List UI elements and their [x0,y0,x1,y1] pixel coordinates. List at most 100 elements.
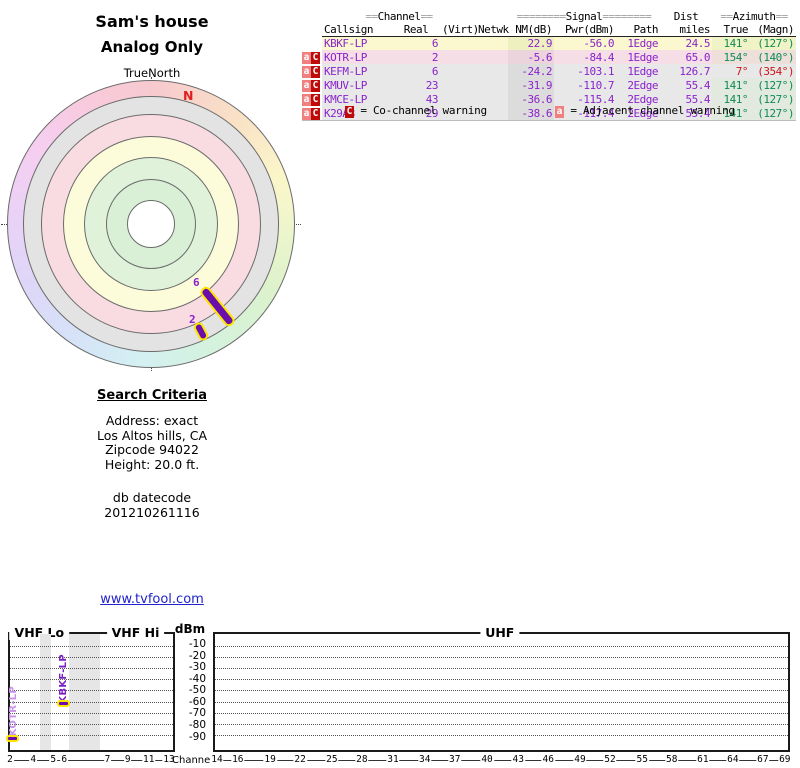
uhf-channel-axis: 14 16 19 22 25 28 31 34 37 40 43 46 49 5… [210,622,792,768]
cell-callsign: KBKF-LP [322,36,392,50]
page-title: Sam's house [95,12,209,31]
site-link-wrap: www.tvfool.com [0,588,304,607]
cell-az-true: 154° [712,50,751,64]
cell-nm: -31.9 [508,78,555,92]
cell-path: 1Edge [616,64,661,78]
cell-nm: -5.6 [508,50,555,64]
cell-miles: 55.4 [660,78,713,92]
cell-netwk [476,78,509,92]
kotr-lp-marker [6,735,19,742]
channel-tick: 43 [511,754,525,766]
cell-nm: -24.2 [508,64,555,78]
adjacent-warning-badge: a [302,80,311,92]
cell-miles: 126.7 [660,64,713,78]
channel-tick: 34 [418,754,432,766]
cell-path: 1Edge [616,36,661,50]
co-channel-warning-badge: C [311,52,320,64]
cell-az-true: 141° [712,92,751,106]
col-header-callsign: Callsign [322,23,392,37]
cell-real: 43 [392,92,440,106]
north-label: N [183,88,194,103]
uhf-panel: UHF [213,625,790,752]
kbkf-lp-label: KBKF-LP [57,654,69,704]
col-header-az-magn: (Magn) [750,23,797,37]
cell-callsign: KMCE-LP [322,92,392,106]
vhf-hi-label: VHF Hi [106,625,165,640]
table-group-header-row: ==Channel== ========Signal======== Dist … [302,10,796,23]
cell-nm: 22.9 [508,36,555,50]
spectrum-gap-band [39,634,52,750]
col-header-netwk: Netwk [476,23,509,37]
col-header-real: Real [392,23,440,37]
channel-tick: 67 [756,754,770,766]
polar-ring-center [127,200,175,248]
warning-legend: C = Co-channel warning a = Adjacent chan… [302,104,796,120]
channel-tick: 28 [355,754,369,766]
signal-marker-ch6-label: 6 [193,276,200,289]
channel-tick: 58 [664,754,679,766]
channel-tick: 19 [263,754,277,766]
dbm-tick: -10 [188,638,206,650]
cell-az-true: 141° [712,78,751,92]
channel-tick: 49 [573,754,587,766]
cell-az-true: 141° [712,36,751,50]
tvfool-link[interactable]: www.tvfool.com [100,592,204,607]
dbm-tick: -20 [188,649,206,662]
channel-tick: 5 [49,754,58,766]
cell-az-magn: (127°) [750,78,797,92]
col-header-miles: miles [660,23,713,37]
cell-virt [440,78,477,92]
adjacent-channel-legend-text: = Adjacent channel warning [570,104,735,117]
title-block: Sam's house Analog Only TrueNorth [0,12,304,80]
cell-virt [440,106,477,121]
adjacent-warning-badge: a [302,94,311,106]
cell-az-magn: (140°) [750,50,797,64]
azimuth-polar-plot: N 6 2 [1,77,301,371]
cell-pwr: -84.4 [554,50,617,64]
cell-netwk [476,36,509,50]
cell-az-magn: (354°) [750,64,797,78]
cell-az-magn: (127°) [750,36,797,50]
cell-pwr: -103.1 [554,64,617,78]
cell-real: 29 [392,106,440,121]
cell-path: 1Edge [616,50,661,64]
co-channel-warning-badge: C [311,94,320,106]
channel-tick: 46 [541,754,555,766]
co-channel-warning-badge: C [311,80,320,92]
cell-path: 2Edge [616,106,661,121]
cell-pwr: -115.4 [554,92,617,106]
channel-tick: 7 [103,754,112,766]
adjacent-channel-legend: a = Adjacent channel warning [555,104,735,118]
channel-tick: 55 [635,754,650,766]
cell-miles: 55.4 [660,106,713,121]
cell-callsign: KMUV-LP [322,78,392,92]
cell-pwr: -117.4 [554,106,617,121]
azimuth-group-header: ==Azimuth== [720,10,788,23]
col-header-virt: (Virt) [440,23,479,37]
channel-tick: 37 [448,754,462,766]
cell-miles: 55.4 [660,92,713,106]
db-datecode-label: db datecode [112,490,192,505]
cell-pwr: -56.0 [554,36,617,50]
dbm-axis-title: dBm [174,622,206,636]
channel-tick: 4 [29,754,38,766]
vhf-lo-label: VHF Lo [9,625,70,640]
channel-tick: 52 [603,754,617,766]
cell-pwr: -110.7 [554,78,617,92]
cell-netwk [476,50,509,64]
cell-path: 2Edge [616,92,661,106]
dbm-tick: -90 [188,730,206,743]
channel-tick: 22 [293,754,307,766]
dbm-tick: -30 [188,661,206,674]
adjacent-warning-badge: a [302,108,311,120]
search-address: Address: exact [105,413,199,428]
vhf-panel: VHF Lo VHF Hi KBKF-LP KOTR-LP [6,625,175,752]
co-channel-warning-badge: C [311,108,320,120]
page-subtitle: Analog Only [100,38,204,56]
channel-tick: 31 [386,754,400,766]
dbm-tick: -80 [188,719,206,731]
co-channel-warning-badge: C [311,66,320,78]
